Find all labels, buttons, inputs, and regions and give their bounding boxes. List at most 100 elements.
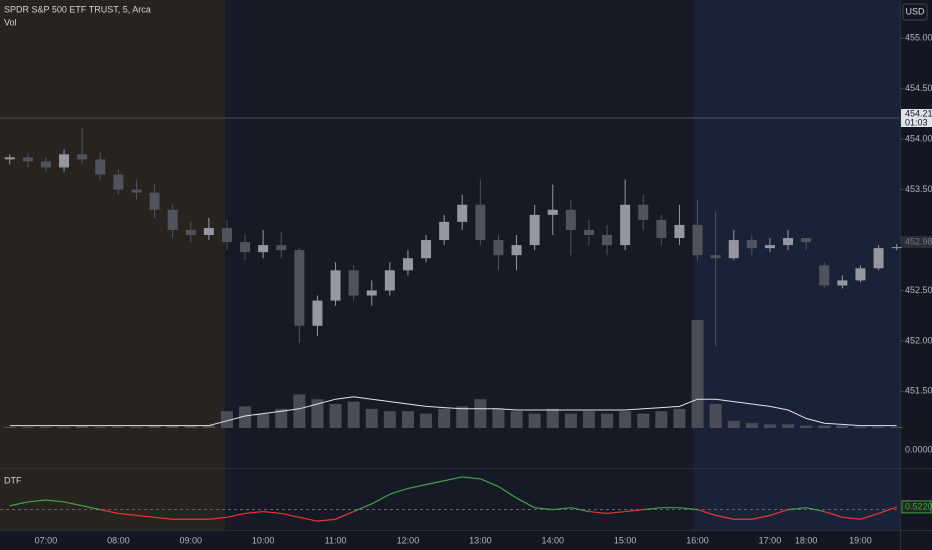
indicator-segment: [444, 476, 463, 482]
volume-bar: [582, 411, 595, 428]
x-tick-label: 17:00: [759, 535, 782, 545]
volume-bar: [239, 406, 252, 428]
indicator-segment: [263, 510, 282, 515]
candle-body: [59, 154, 70, 168]
indicator-segment: [860, 512, 879, 520]
candle-body: [638, 204, 649, 220]
indicator-segment: [787, 507, 807, 511]
volume-bar: [202, 425, 215, 428]
volume-bar: [890, 426, 903, 428]
indicator-segment: [317, 518, 336, 522]
indicator-segment: [9, 501, 28, 507]
x-tick-label: 14:00: [541, 535, 564, 545]
volume-bar: [184, 425, 197, 428]
chart-title: SPDR S&P 500 ETF TRUST, 5, Arca: [4, 4, 151, 14]
indicator-segment: [462, 476, 481, 480]
volume-bar: [76, 425, 89, 428]
volume-bar: [166, 425, 179, 428]
indicator-legend: DTF: [4, 475, 22, 485]
volume-bar: [492, 408, 505, 428]
volume-tick-label: 0.0000: [905, 444, 932, 454]
indicator-segment: [824, 510, 843, 518]
candle-body: [602, 235, 613, 246]
indicator-segment: [226, 512, 246, 518]
volume-bar: [3, 426, 16, 428]
candle-body: [384, 270, 395, 291]
candle-body: [457, 204, 468, 222]
candle-body: [402, 258, 413, 271]
volume-bar: [347, 401, 360, 428]
candle-body: [330, 270, 341, 301]
volume-bar: [782, 424, 795, 428]
volume-bar: [220, 411, 233, 428]
indicator-segment: [299, 516, 318, 522]
candle-body: [710, 255, 721, 259]
candle-body: [837, 280, 848, 286]
volume-bar: [564, 413, 577, 428]
volume-bar: [112, 426, 125, 428]
volume-bar: [637, 413, 650, 428]
candle-body: [348, 270, 359, 296]
volume-bar: [311, 399, 324, 428]
candle-body: [185, 229, 196, 236]
indicator-segment: [154, 516, 173, 520]
indicator-segment: [806, 507, 825, 513]
volume-bar: [21, 426, 34, 428]
indicator-segment: [389, 487, 409, 495]
indicator-segment: [281, 512, 300, 518]
currency-button[interactable]: [902, 3, 928, 21]
volume-bar: [257, 413, 270, 428]
indicator-segment: [100, 509, 119, 515]
volume-bar: [39, 426, 52, 428]
volume-bar: [474, 399, 487, 428]
indicator-segment: [516, 497, 535, 509]
currency-label[interactable]: USD: [905, 6, 925, 16]
candle-body: [77, 154, 88, 160]
x-tick-label: 07:00: [35, 535, 58, 545]
indicator-segment: [570, 507, 590, 513]
y-tick-label: 451.50: [905, 386, 932, 396]
indicator-segment: [480, 478, 499, 488]
indicator-segment: [63, 501, 83, 507]
candle-body: [692, 224, 703, 256]
candle-body: [366, 290, 377, 296]
candle-body: [583, 229, 594, 236]
indicator-segment: [371, 493, 391, 505]
candle-body: [258, 245, 269, 253]
candle-body: [801, 238, 812, 243]
candle-body: [764, 245, 775, 249]
candle-body: [475, 204, 486, 241]
volume-bar: [546, 408, 559, 428]
candle-body: [203, 227, 214, 236]
candle-body: [891, 247, 902, 249]
volume-bar: [800, 425, 813, 428]
x-tick-label: 13:00: [469, 535, 492, 545]
indicator-segment: [878, 506, 897, 515]
candle-body: [221, 227, 232, 243]
candle-body: [294, 250, 305, 326]
candle-body: [4, 157, 15, 160]
countdown-label: 01:03: [905, 117, 928, 127]
volume-bar: [58, 426, 71, 428]
x-tick-label: 18:00: [795, 535, 818, 545]
candle-body: [113, 174, 124, 190]
candle-body: [783, 238, 794, 246]
volume-bar: [619, 411, 632, 428]
volume-ma-line: [9, 396, 897, 427]
indicator-value-box: [901, 500, 932, 514]
volume-bar: [510, 411, 523, 428]
price-label: 454.21: [905, 108, 932, 118]
indicator-segment: [842, 516, 861, 520]
candle-body: [819, 265, 830, 286]
volume-bar: [836, 425, 849, 428]
x-tick-label: 19:00: [849, 535, 872, 545]
volume-bar: [438, 408, 451, 428]
volume-bar: [763, 424, 776, 428]
pre-market-session: [0, 0, 225, 530]
candle-body: [95, 159, 106, 175]
indicator-segment: [769, 509, 789, 516]
last-price-box: [901, 236, 932, 249]
volume-bar: [383, 411, 396, 428]
